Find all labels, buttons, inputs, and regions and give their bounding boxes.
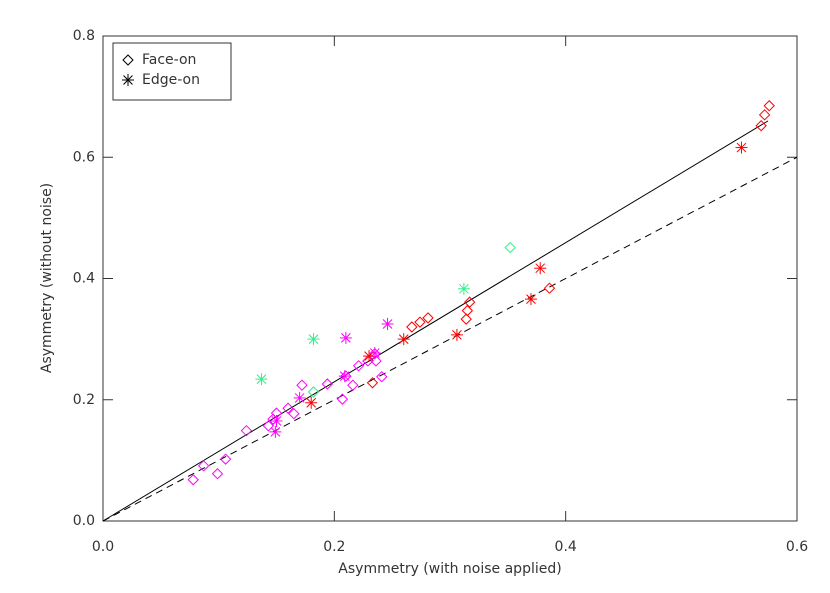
diamond-point [543,282,556,294]
asterisk-point [122,74,134,86]
asterisk-point [524,293,537,306]
asterisk-point [305,396,318,409]
diamond-point [282,402,294,414]
diamond-point [219,453,232,465]
asterisk-point [338,370,351,383]
diamond-point [366,377,379,389]
y-tick-label: 0.4 [73,271,95,287]
diamond-point [755,120,767,132]
diamond-point [463,296,476,308]
asterisk-point [269,425,282,438]
diamond-point [240,424,253,437]
x-tick-label: 0.2 [323,539,345,555]
diamond-point [406,321,418,333]
x-tick-label: 0.6 [786,539,808,555]
asterisk-point [255,373,268,386]
asterisk-point [381,317,394,330]
diamond-point [763,100,775,112]
x-axis-title: Asymmetry (with noise applied) [338,561,561,577]
asterisk-point [450,328,463,341]
x-tick-label: 0.4 [555,539,577,555]
y-tick-label: 0.8 [73,28,95,44]
asterisk-point [368,347,381,360]
legend-label: Face-on [142,52,196,68]
diamond-point [461,304,474,317]
asterisk-point [735,141,748,154]
y-tick-label: 0.6 [73,149,95,165]
y-tick-label: 0.0 [73,513,95,529]
legend-box [112,42,232,101]
asterisk-point [293,391,306,404]
diamond-point [296,379,308,391]
reference-line [102,120,769,522]
diamond-point [321,378,334,390]
diamond-point [122,54,134,66]
diamond-point [307,386,320,398]
reference-line [102,156,798,522]
asterisk-point [270,414,283,427]
diamond-point [376,371,388,383]
asterisk-point [457,282,470,295]
diamond-point [211,468,224,480]
diamond-point [347,379,359,391]
plot-frame [102,35,798,522]
y-tick-label: 0.2 [73,392,95,408]
asterisk-point [534,262,547,275]
asterisk-point [397,333,410,346]
diamond-point [758,109,771,121]
diamond-point [362,355,374,367]
diamond-point [422,312,434,324]
asterisk-point [307,333,320,346]
asterisk-point [339,331,352,344]
diamond-point [414,316,426,328]
x-tick-label: 0.0 [92,539,114,555]
diamond-point [504,241,516,254]
diamond-point [288,407,300,420]
diamond-point [336,393,349,405]
diamond-point [262,420,275,432]
diamond-point [460,313,472,325]
y-axis-title: Asymmetry (without noise) [39,183,55,373]
diamond-point [197,460,210,472]
legend-label: Edge-on [142,72,200,88]
diamond-point [352,360,365,372]
diamond-point [187,474,199,486]
